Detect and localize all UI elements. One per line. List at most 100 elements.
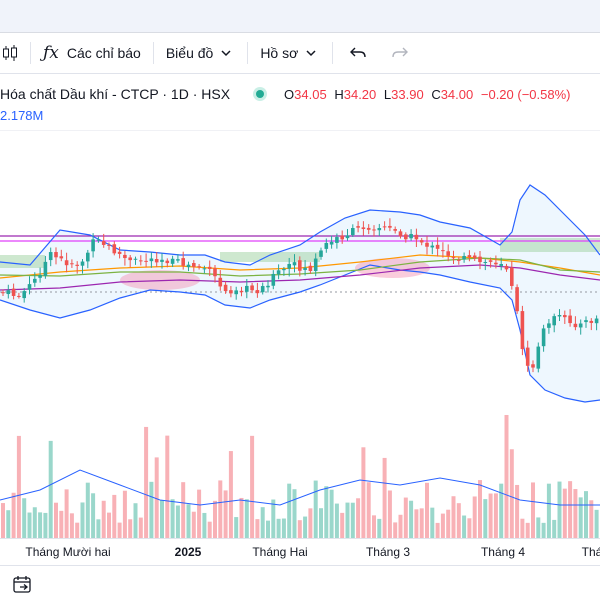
- volume-bar: [80, 502, 85, 538]
- candle-body: [298, 260, 302, 271]
- toolbar-divider: [30, 42, 31, 64]
- candle-body: [414, 234, 419, 240]
- price-chart[interactable]: [0, 130, 600, 538]
- moving-average-line: [0, 254, 600, 279]
- open-value: 34.05: [294, 86, 327, 102]
- candle-body: [478, 256, 482, 263]
- candle-body: [6, 290, 11, 295]
- volume-bar: [1, 503, 5, 538]
- volume-bar: [43, 512, 48, 538]
- volume-bar: [499, 483, 504, 538]
- volume-bar: [382, 457, 387, 538]
- volume-bar: [250, 435, 255, 538]
- candle-body: [568, 315, 572, 324]
- cloud-bullish: [0, 255, 45, 268]
- candle-body: [388, 225, 392, 228]
- close-value: 34.00: [440, 86, 474, 102]
- volume-bar: [244, 499, 249, 538]
- volume-bar: [568, 481, 573, 538]
- candle-body: [404, 234, 408, 240]
- candle-body: [324, 242, 329, 249]
- candles-icon[interactable]: [0, 37, 26, 69]
- candle-body: [462, 256, 466, 260]
- candle-body: [430, 245, 435, 248]
- candle-body: [229, 290, 233, 294]
- candle-body: [425, 242, 429, 247]
- volume-bar: [85, 482, 90, 538]
- market-status-icon: [256, 90, 265, 98]
- volume-bar: [234, 517, 239, 538]
- volume-bar: [96, 519, 101, 538]
- candle-body: [525, 347, 530, 366]
- candle-body: [393, 229, 397, 231]
- candle-body: [91, 239, 95, 252]
- candle-body: [303, 267, 307, 270]
- volume-bar: [313, 480, 318, 538]
- candle-body: [27, 284, 32, 290]
- time-axis-label: Tháng 3: [365, 545, 411, 559]
- candle-body: [335, 237, 339, 243]
- undo-button[interactable]: [337, 37, 379, 69]
- candle-body: [419, 240, 424, 243]
- candle-body: [467, 255, 472, 258]
- high-value: 34.20: [343, 86, 377, 102]
- candle-body: [165, 260, 170, 264]
- candle-body: [54, 252, 58, 258]
- volume-bar: [287, 483, 292, 538]
- low-key: L: [383, 86, 392, 102]
- volume-bar: [59, 510, 64, 538]
- candle-body: [149, 258, 154, 262]
- date-range-icon[interactable]: [12, 574, 34, 596]
- volume-bar: [38, 512, 43, 538]
- volume-bar: [387, 490, 392, 538]
- redo-button[interactable]: [379, 37, 421, 69]
- volume-bar: [488, 493, 493, 538]
- volume-bar: [414, 509, 419, 538]
- volume-bar: [175, 505, 180, 538]
- volume-bar: [584, 491, 588, 538]
- volume-bar: [562, 488, 567, 538]
- volume-bar: [557, 481, 562, 538]
- volume-bar: [334, 503, 339, 538]
- volume-bar: [170, 499, 175, 538]
- top-strip: [0, 0, 600, 33]
- volume-bar: [446, 509, 451, 538]
- volume-bar: [552, 519, 557, 538]
- time-axis[interactable]: Tháng Mười hai 2025 Tháng Hai Tháng 3 Th…: [0, 538, 600, 565]
- candle-body: [96, 239, 101, 241]
- volume-bar: [11, 492, 16, 538]
- volume-bar: [297, 520, 302, 538]
- ohlc-values: O34.05 H34.20 L33.90 C34.00 −0.20 (−0.58…: [284, 87, 574, 102]
- function-icon: ƒx: [43, 43, 59, 63]
- time-axis-label: Tháng Mười hai: [25, 545, 111, 559]
- volume-bar: [276, 518, 281, 538]
- volume-bar: [398, 514, 403, 538]
- candle-body: [345, 235, 350, 239]
- candle-body: [176, 259, 180, 261]
- chart-type-button[interactable]: Biểu đồ: [158, 37, 243, 69]
- candle-body: [197, 266, 201, 268]
- candle-body: [499, 264, 503, 266]
- candle-body: [520, 311, 525, 350]
- candle-body: [234, 290, 238, 295]
- volume-bar: [493, 493, 498, 538]
- candle-body: [117, 251, 122, 254]
- candle-body: [578, 323, 583, 328]
- volume-value: 2.178M: [0, 108, 44, 123]
- candle-body: [377, 228, 382, 231]
- toolbar-divider: [332, 42, 334, 64]
- indicators-button[interactable]: ƒx Các chỉ báo: [35, 37, 149, 69]
- volume-bar: [483, 499, 488, 538]
- candle-body: [123, 254, 127, 259]
- volume-bar: [361, 447, 366, 538]
- candle-body: [133, 258, 138, 260]
- volume-bar: [377, 518, 382, 538]
- cloud-bullish: [220, 252, 320, 262]
- volume-bar: [366, 482, 371, 538]
- volume-bar: [213, 500, 217, 538]
- volume-bar: [223, 490, 228, 538]
- profile-button[interactable]: Hồ sơ: [252, 37, 328, 69]
- volume-bar: [228, 451, 233, 538]
- symbol-title[interactable]: Hóa chất Dầu khí - CTCP · 1D · HSX: [0, 86, 231, 102]
- bottom-toolbar: [0, 565, 600, 601]
